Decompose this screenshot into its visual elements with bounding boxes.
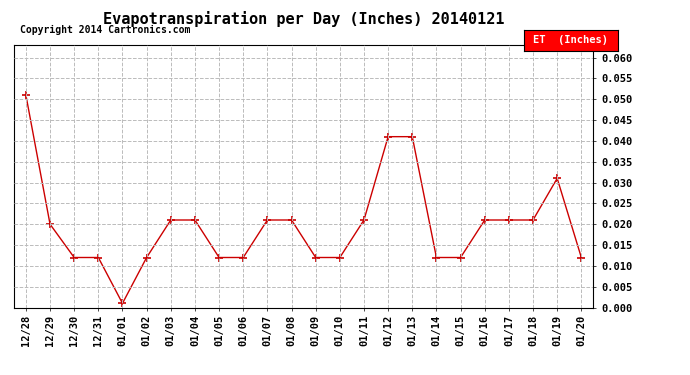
ET  (Inches) — [239, 255, 247, 260]
ET  (Inches) — [505, 218, 513, 222]
ET  (Inches) — [70, 255, 79, 260]
ET  (Inches) — [22, 93, 30, 97]
Text: Evapotranspiration per Day (Inches) 20140121: Evapotranspiration per Day (Inches) 2014… — [103, 11, 504, 27]
ET  (Inches) — [264, 218, 272, 222]
ET  (Inches) — [432, 255, 440, 260]
ET  (Inches) — [408, 134, 416, 139]
Text: Copyright 2014 Cartronics.com: Copyright 2014 Cartronics.com — [19, 24, 190, 34]
ET  (Inches) — [577, 255, 585, 260]
ET  (Inches) — [553, 176, 562, 181]
ET  (Inches) — [480, 218, 489, 222]
ET  (Inches) — [46, 222, 54, 226]
ET  (Inches) — [384, 134, 392, 139]
Line: ET  (Inches): ET (Inches) — [21, 91, 586, 308]
ET  (Inches) — [529, 218, 537, 222]
ET  (Inches) — [287, 218, 295, 222]
ET  (Inches) — [215, 255, 224, 260]
Text: ET  (Inches): ET (Inches) — [533, 35, 609, 45]
ET  (Inches) — [142, 255, 150, 260]
ET  (Inches) — [360, 218, 368, 222]
ET  (Inches) — [335, 255, 344, 260]
ET  (Inches) — [166, 218, 175, 222]
ET  (Inches) — [311, 255, 319, 260]
ET  (Inches) — [190, 218, 199, 222]
ET  (Inches) — [94, 255, 102, 260]
ET  (Inches) — [119, 301, 127, 306]
ET  (Inches) — [457, 255, 465, 260]
